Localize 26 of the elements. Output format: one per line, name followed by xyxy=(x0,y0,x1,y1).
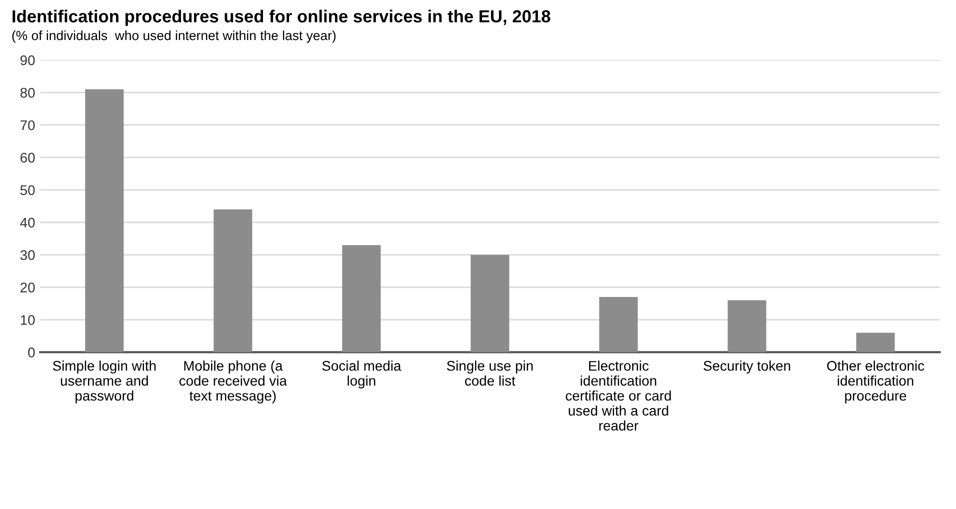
bar xyxy=(728,300,766,352)
y-tick-label: 70 xyxy=(20,120,35,130)
bar xyxy=(342,245,381,352)
x-tick-label: Social media login xyxy=(322,360,402,388)
y-tick-label: 80 xyxy=(20,88,35,98)
y-tick-label: 0 xyxy=(28,348,35,358)
x-tick-label: Single use pin code list xyxy=(446,360,533,386)
x-tick-label: Other electronic identification procedure xyxy=(827,360,924,404)
x-tick-label: Simple login with username and password xyxy=(52,360,156,404)
y-tick-label: 30 xyxy=(20,250,35,260)
y-tick-label: 90 xyxy=(20,55,35,66)
y-tick-label: 50 xyxy=(20,185,35,196)
bar xyxy=(856,332,895,352)
chart-title: Identification procedures used for online services in the EU, 2018 xyxy=(12,10,550,26)
x-tick-label: Security token xyxy=(704,360,790,374)
bar xyxy=(214,209,252,352)
bar xyxy=(599,297,638,352)
y-tick-label: 60 xyxy=(20,152,35,163)
y-tick-label: 20 xyxy=(20,282,35,292)
y-tick-label: 40 xyxy=(20,218,35,228)
chart-subtitle: (% of individuals who used internet within the last year) xyxy=(12,30,336,43)
bar xyxy=(470,254,510,352)
bar xyxy=(85,89,124,352)
x-tick-label: Electronic identification certificate or card used with a card reader xyxy=(566,360,671,431)
x-tick-label: Mobile phone (a code received via text message) xyxy=(179,360,287,404)
y-tick-label: 10 xyxy=(20,315,35,325)
